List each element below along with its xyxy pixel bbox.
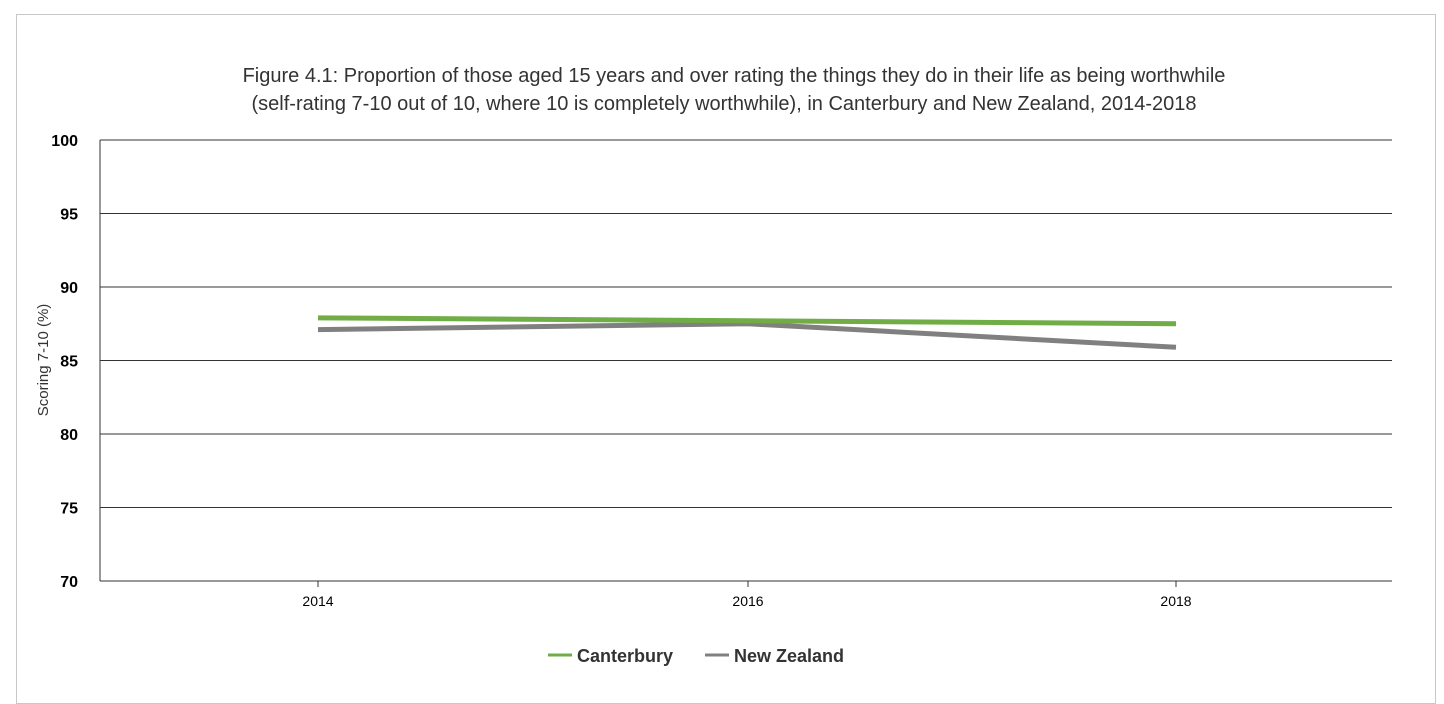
series-line-canterbury — [317, 315, 1177, 327]
y-tick-label-90: 90 — [60, 280, 78, 297]
legend-label-canterbury: Canterbury — [577, 646, 673, 666]
legend-label-new-zealand: New Zealand — [734, 646, 844, 666]
series-line-new-zealand — [317, 321, 1177, 350]
x-tick-label-2014: 2014 — [302, 593, 333, 609]
y-tick-label-75: 75 — [60, 501, 78, 518]
x-tick-label-2016: 2016 — [732, 593, 763, 609]
chart-title-line-1: Figure 4.1: Proportion of those aged 15 … — [243, 65, 1226, 87]
y-tick-label-85: 85 — [60, 354, 78, 371]
chart-frame — [16, 14, 1436, 704]
y-tick-label-95: 95 — [60, 207, 78, 224]
x-tick-label-2018: 2018 — [1160, 593, 1191, 609]
y-tick-label-70: 70 — [60, 574, 78, 591]
y-tick-label-80: 80 — [60, 427, 78, 444]
y-axis-label: Scoring 7-10 (%) — [35, 304, 52, 417]
y-tick-label-100: 100 — [51, 133, 78, 150]
chart-title-line-2: (self-rating 7-10 out of 10, where 10 is… — [252, 93, 1197, 115]
